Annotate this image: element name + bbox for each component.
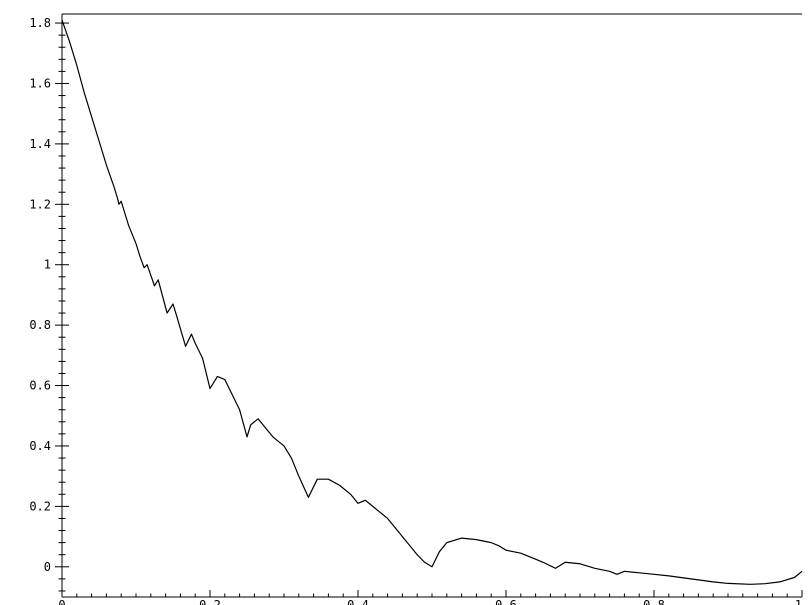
y-tick-label: 1.2 <box>29 197 51 211</box>
x-tick-label: 0 <box>58 598 65 605</box>
chart-tick-labels: 0 0.2 0.4 0.6 0.8 1 1.2 1.4 1.6 1.8 0 0.2 0.4 0.6 0.8 1 <box>29 16 802 605</box>
y-tick-label: 0 <box>44 560 51 574</box>
x-tick-label: 0.6 <box>495 598 517 605</box>
x-tick-label: 0.2 <box>199 598 221 605</box>
y-tick-label: 1 <box>44 258 51 272</box>
y-tick-label: 0.2 <box>29 499 51 513</box>
y-tick-label: 0.4 <box>29 439 51 453</box>
chart-ticks <box>55 22 803 597</box>
y-tick-label: 1.4 <box>29 137 51 151</box>
chart-plot-area <box>61 19 803 585</box>
x-tick-label: 0.4 <box>347 598 369 605</box>
series-line <box>61 19 803 585</box>
y-tick-label: 1.8 <box>29 16 51 30</box>
x-tick-label: 1 <box>795 598 802 605</box>
y-tick-label: 0.6 <box>29 379 51 393</box>
y-tick-label: 1.6 <box>29 76 51 90</box>
y-tick-label: 0.8 <box>29 318 51 332</box>
x-tick-label: 0.8 <box>643 598 665 605</box>
